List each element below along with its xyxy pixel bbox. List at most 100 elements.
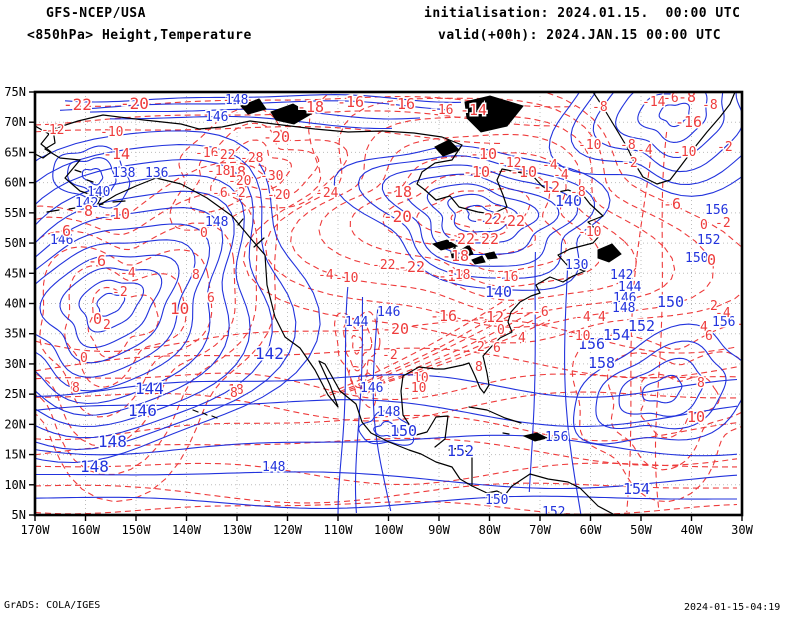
svg-text:-10: -10	[463, 163, 490, 181]
svg-text:8: 8	[192, 268, 200, 283]
svg-text:146: 146	[205, 110, 228, 125]
svg-text:-18: -18	[207, 164, 230, 179]
svg-text:-14: -14	[103, 145, 130, 163]
svg-text:148: 148	[225, 93, 248, 108]
svg-text:-18: -18	[442, 247, 469, 265]
svg-text:-6: -6	[53, 222, 71, 240]
svg-text:-16: -16	[675, 113, 702, 131]
svg-text:150: 150	[685, 251, 708, 266]
svg-text:-18: -18	[438, 267, 465, 285]
svg-text:6: 6	[207, 291, 215, 306]
svg-text:8: 8	[697, 376, 705, 391]
y-tick-label: 30N	[4, 357, 26, 371]
svg-text:140: 140	[555, 192, 582, 210]
render-timestamp: 2024-01-15-04:19	[684, 602, 781, 613]
svg-text:-4: -4	[542, 158, 558, 173]
svg-text:140: 140	[87, 185, 110, 200]
svg-text:152: 152	[447, 442, 474, 460]
svg-text:-22: -22	[498, 212, 525, 230]
svg-text:-10: -10	[103, 205, 130, 223]
x-tick-label: 50W	[630, 523, 652, 537]
svg-text:-22: -22	[448, 230, 475, 248]
svg-text:0: 0	[707, 251, 716, 269]
svg-text:2: 2	[710, 299, 718, 314]
y-tick-label: 5N	[12, 508, 26, 522]
svg-text:-16: -16	[495, 270, 518, 285]
svg-text:148: 148	[98, 432, 127, 451]
svg-text:144: 144	[345, 315, 369, 330]
x-tick-label: 100W	[374, 523, 404, 537]
x-tick-label: 60W	[580, 523, 602, 537]
svg-text:-10: -10	[567, 329, 590, 344]
svg-text:8: 8	[230, 386, 238, 401]
y-tick-label: 25N	[4, 387, 26, 401]
x-tick-label: 130W	[223, 523, 253, 537]
svg-text:146: 146	[50, 233, 73, 248]
svg-text:-22: -22	[372, 258, 395, 273]
svg-text:-20: -20	[267, 188, 290, 203]
svg-text:-8: -8	[75, 202, 93, 220]
svg-text:0: 0	[80, 351, 88, 366]
svg-text:-22: -22	[63, 95, 92, 114]
svg-text:-8: -8	[620, 138, 636, 153]
x-tick-label: 80W	[479, 523, 501, 537]
svg-text:-2: -2	[112, 285, 128, 300]
x-tick-label: 110W	[324, 523, 354, 537]
x-tick-label: 120W	[273, 523, 303, 537]
svg-text:-16: -16	[388, 95, 415, 113]
svg-text:-4: -4	[120, 266, 136, 281]
svg-text:8: 8	[475, 360, 483, 375]
x-tick-label: 160W	[71, 523, 101, 537]
svg-text:136: 136	[145, 166, 168, 181]
svg-text:-20: -20	[382, 320, 409, 338]
svg-text:8: 8	[72, 381, 80, 396]
svg-text:0: 0	[700, 218, 708, 233]
svg-text:-16: -16	[430, 307, 457, 325]
x-tick-label: 40W	[681, 523, 703, 537]
svg-text:-10: -10	[578, 225, 601, 240]
model-title: GFS-NCEP/USA	[46, 6, 146, 21]
svg-text:-4: -4	[715, 306, 731, 321]
svg-text:-14: -14	[460, 101, 487, 119]
svg-text:-20: -20	[120, 94, 149, 113]
x-tick-label: 150W	[122, 523, 152, 537]
svg-text:8: 8	[70, 380, 78, 395]
svg-text:2: 2	[103, 318, 111, 333]
svg-text:-6: -6	[88, 252, 106, 270]
svg-text:-2: -2	[717, 140, 733, 155]
svg-text:150: 150	[485, 493, 508, 508]
svg-text:-4: -4	[575, 310, 591, 325]
svg-text:0: 0	[200, 226, 208, 241]
axis-ticks-and-labels: 170W 160W 150W 140W 130W 120W 110W 100W 90W 80W 70…	[4, 85, 753, 537]
height-contours	[36, 93, 741, 514]
svg-text:-18: -18	[219, 163, 246, 181]
temperature-contours	[36, 93, 741, 514]
svg-text:-10: -10	[335, 271, 358, 286]
svg-text:2: 2	[477, 340, 485, 355]
svg-text:-6: -6	[533, 305, 549, 320]
y-tick-label: 60N	[4, 176, 26, 190]
svg-text:-6: -6	[663, 195, 681, 213]
svg-text:142: 142	[610, 268, 633, 283]
y-tick-label: 20N	[4, 417, 26, 431]
svg-text:-6: -6	[212, 186, 228, 201]
svg-text:-16: -16	[195, 146, 218, 161]
y-tick-label: 55N	[4, 206, 26, 220]
svg-text:-14: -14	[642, 95, 666, 110]
svg-text:-12: -12	[533, 178, 560, 196]
svg-text:154: 154	[623, 480, 650, 498]
svg-text:-22: -22	[212, 148, 235, 163]
svg-text:140: 140	[485, 283, 512, 301]
svg-text:-20: -20	[263, 128, 290, 146]
x-tick-label: 30W	[731, 523, 753, 537]
svg-text:-12: -12	[41, 123, 64, 138]
svg-text:-10: -10	[100, 125, 123, 140]
x-tick-label: 70W	[529, 523, 551, 537]
y-tick-label: 75N	[4, 85, 26, 99]
svg-text:-16: -16	[430, 103, 453, 118]
level-variable-subtitle: <850hPa> Height,Temperature	[27, 28, 252, 43]
svg-text:142: 142	[255, 344, 284, 363]
svg-text:-10: -10	[403, 381, 426, 396]
svg-text:130: 130	[565, 258, 588, 273]
